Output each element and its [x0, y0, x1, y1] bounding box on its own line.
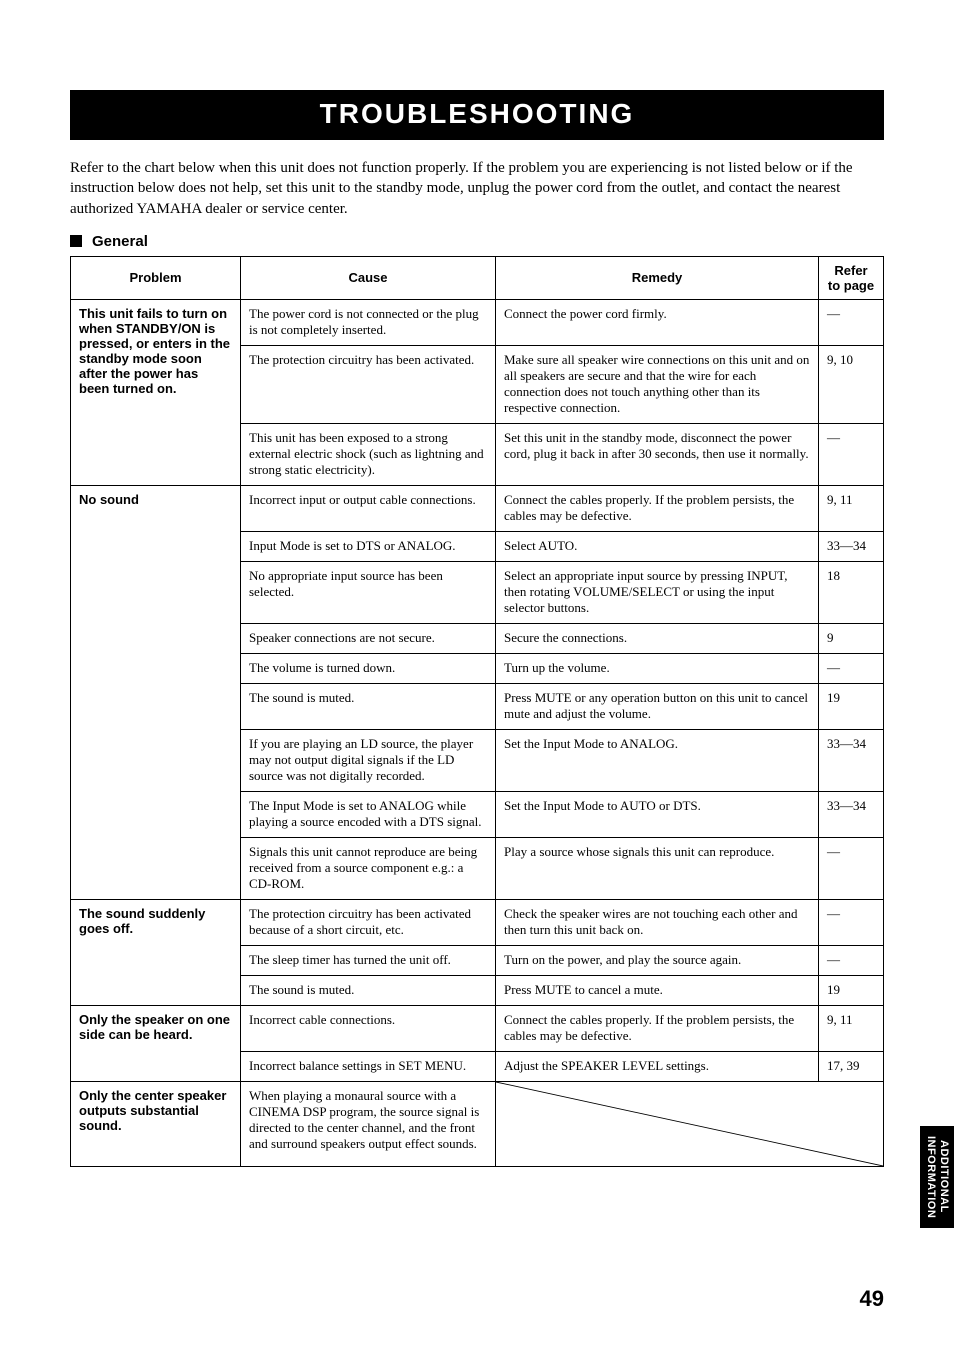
col-problem: Problem — [71, 256, 241, 299]
cause-cell: The power cord is not connected or the p… — [241, 299, 496, 345]
square-bullet-icon — [70, 235, 82, 247]
ref-cell: 33—34 — [819, 729, 884, 791]
remedy-cell: Make sure all speaker wire connections o… — [496, 345, 819, 423]
remedy-cell-diagonal — [496, 1081, 884, 1166]
ref-cell: 33—34 — [819, 791, 884, 837]
col-remedy: Remedy — [496, 256, 819, 299]
problem-cell: This unit fails to turn on when STANDBY/… — [71, 299, 241, 485]
remedy-cell: Select an appropriate input source by pr… — [496, 561, 819, 623]
ref-cell: — — [819, 653, 884, 683]
cause-cell: No appropriate input source has been sel… — [241, 561, 496, 623]
troubleshooting-table: Problem Cause Remedy Refer to page This … — [70, 256, 884, 1167]
page-title: TROUBLESHOOTING — [70, 90, 884, 140]
ref-cell: — — [819, 837, 884, 899]
cause-cell: The sound is muted. — [241, 975, 496, 1005]
problem-cell: No sound — [71, 485, 241, 899]
side-tab-line1: ADDITIONAL — [938, 1140, 950, 1213]
cause-cell: If you are playing an LD source, the pla… — [241, 729, 496, 791]
ref-cell: 19 — [819, 683, 884, 729]
remedy-cell: Press MUTE to cancel a mute. — [496, 975, 819, 1005]
remedy-cell: Set the Input Mode to ANALOG. — [496, 729, 819, 791]
ref-cell: 9, 11 — [819, 1005, 884, 1051]
remedy-cell: Set the Input Mode to AUTO or DTS. — [496, 791, 819, 837]
remedy-cell: Set this unit in the standby mode, disco… — [496, 423, 819, 485]
ref-cell: — — [819, 423, 884, 485]
cause-cell: Speaker connections are not secure. — [241, 623, 496, 653]
ref-cell: 9, 11 — [819, 485, 884, 531]
cause-cell: Incorrect balance settings in SET MENU. — [241, 1051, 496, 1081]
remedy-cell: Adjust the SPEAKER LEVEL settings. — [496, 1051, 819, 1081]
remedy-cell: Connect the power cord firmly. — [496, 299, 819, 345]
problem-cell: Only the speaker on one side can be hear… — [71, 1005, 241, 1081]
remedy-cell: Play a source whose signals this unit ca… — [496, 837, 819, 899]
cause-cell: The sleep timer has turned the unit off. — [241, 945, 496, 975]
cause-cell: This unit has been exposed to a strong e… — [241, 423, 496, 485]
ref-cell: 19 — [819, 975, 884, 1005]
problem-cell: The sound suddenly goes off. — [71, 899, 241, 1005]
col-cause: Cause — [241, 256, 496, 299]
ref-cell: 9 — [819, 623, 884, 653]
cause-cell: The sound is muted. — [241, 683, 496, 729]
ref-cell: 33—34 — [819, 531, 884, 561]
intro-paragraph: Refer to the chart below when this unit … — [70, 158, 884, 219]
problem-cell: Only the center speaker outputs substant… — [71, 1081, 241, 1166]
remedy-cell: Turn up the volume. — [496, 653, 819, 683]
ref-cell: 17, 39 — [819, 1051, 884, 1081]
cause-cell: The Input Mode is set to ANALOG while pl… — [241, 791, 496, 837]
ref-cell: — — [819, 899, 884, 945]
side-tab-line2: INFORMATION — [925, 1136, 937, 1218]
cause-cell: Incorrect input or output cable connecti… — [241, 485, 496, 531]
side-tab: ADDITIONAL INFORMATION — [920, 1126, 954, 1228]
cause-cell: When playing a monaural source with a CI… — [241, 1081, 496, 1166]
remedy-cell: Check the speaker wires are not touching… — [496, 899, 819, 945]
remedy-cell: Connect the cables properly. If the prob… — [496, 485, 819, 531]
ref-cell: 18 — [819, 561, 884, 623]
cause-cell: Incorrect cable connections. — [241, 1005, 496, 1051]
cause-cell: The volume is turned down. — [241, 653, 496, 683]
col-ref: Refer to page — [819, 256, 884, 299]
section-label: General — [92, 233, 148, 250]
ref-cell: — — [819, 945, 884, 975]
cause-cell: The protection circuitry has been activa… — [241, 899, 496, 945]
ref-cell: 9, 10 — [819, 345, 884, 423]
remedy-cell: Connect the cables properly. If the prob… — [496, 1005, 819, 1051]
remedy-cell: Press MUTE or any operation button on th… — [496, 683, 819, 729]
cause-cell: Signals this unit cannot reproduce are b… — [241, 837, 496, 899]
remedy-cell: Select AUTO. — [496, 531, 819, 561]
remedy-cell: Turn on the power, and play the source a… — [496, 945, 819, 975]
remedy-cell: Secure the connections. — [496, 623, 819, 653]
section-heading: General — [70, 233, 884, 250]
ref-cell: — — [819, 299, 884, 345]
cause-cell: Input Mode is set to DTS or ANALOG. — [241, 531, 496, 561]
page-number: 49 — [860, 1286, 884, 1312]
cause-cell: The protection circuitry has been activa… — [241, 345, 496, 423]
